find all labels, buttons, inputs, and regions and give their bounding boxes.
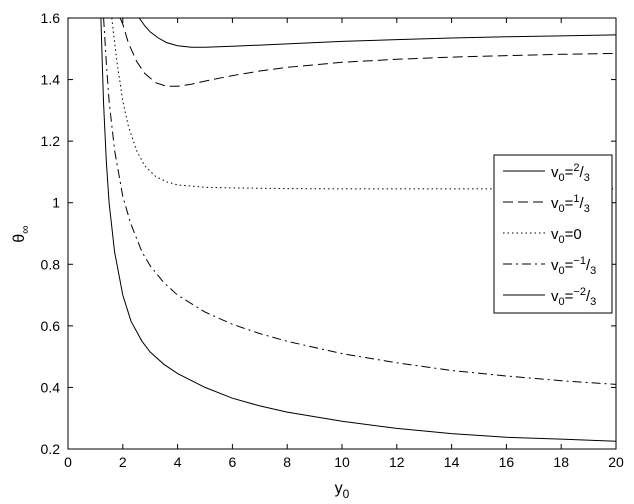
- series-line-5: [100, 18, 616, 442]
- x-tick-label: 10: [334, 454, 350, 470]
- legend-label: v0=−2/3: [551, 286, 596, 308]
- x-tick-label: 6: [229, 454, 237, 470]
- x-tick-label: 18: [553, 454, 569, 470]
- y-tick-label: 0.4: [41, 379, 61, 395]
- series-line-2: [119, 18, 616, 87]
- x-tick-label: 20: [608, 454, 624, 470]
- legend-label: v0=1/3: [551, 193, 590, 215]
- legend-entry: v0=0: [503, 226, 582, 246]
- legend-entry: v0=−1/3: [503, 255, 596, 277]
- x-axis-ticks: 0 2 4 6 8 10 12 14 16 18 20: [64, 18, 624, 470]
- legend-label: v0=2/3: [551, 162, 590, 184]
- x-tick-label: 8: [283, 454, 291, 470]
- legend-entry: v0=2/3: [503, 162, 590, 184]
- legend-label: v0=0: [551, 226, 582, 246]
- x-tick-label: 14: [444, 454, 460, 470]
- legend-entry: v0=−2/3: [503, 286, 596, 308]
- y-tick-label: 0.6: [41, 318, 61, 334]
- y-axis-ticks: 0.2 0.4 0.6 0.8 1 1.2 1.4 1.6: [41, 10, 616, 457]
- series-layer: [100, 18, 616, 442]
- y-tick-label: 1: [52, 195, 60, 211]
- legend: v0=2/3 v0=1/3 v0=0 v0=−1/3 v0=−2/3: [493, 154, 613, 314]
- series-line-1: [138, 18, 616, 48]
- series-line-4: [103, 18, 616, 385]
- x-tick-label: 12: [389, 454, 405, 470]
- y-axis-label: θ∞: [11, 225, 32, 242]
- x-axis-label: y0: [335, 480, 350, 501]
- x-tick-label: 0: [64, 454, 72, 470]
- y-tick-label: 1.6: [41, 10, 61, 26]
- x-tick-label: 2: [119, 454, 127, 470]
- y-tick-label: 1.4: [41, 72, 61, 88]
- y-tick-label: 0.8: [41, 256, 61, 272]
- legend-box: [493, 154, 613, 314]
- y-tick-label: 0.2: [41, 441, 61, 457]
- legend-entry: v0=1/3: [503, 193, 590, 215]
- legend-label: v0=−1/3: [551, 255, 596, 277]
- x-tick-label: 4: [174, 454, 182, 470]
- y-tick-label: 1.2: [41, 133, 61, 149]
- x-tick-label: 16: [499, 454, 515, 470]
